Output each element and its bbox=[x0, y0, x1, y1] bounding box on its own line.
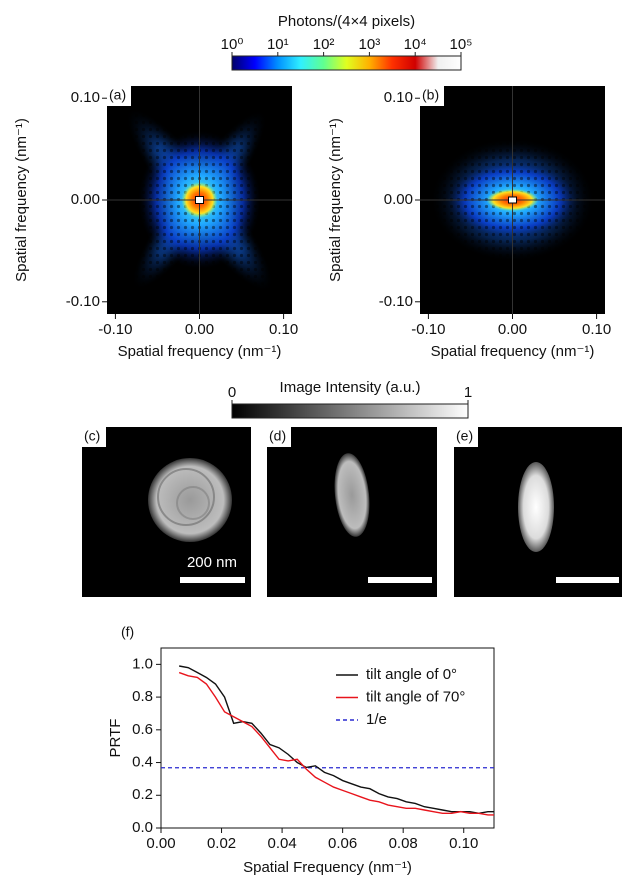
legend-label: 1/e bbox=[366, 711, 387, 728]
colorbar-tick-label: 10² bbox=[313, 36, 335, 53]
y-tick-label: -0.10 bbox=[66, 293, 100, 310]
series-line bbox=[179, 665, 494, 814]
y-tick-label: 0.10 bbox=[384, 89, 413, 106]
x-tick-label: 0.00 bbox=[185, 321, 214, 338]
colorbar-tick-label: 10⁰ bbox=[221, 36, 244, 53]
series-line bbox=[178, 671, 494, 816]
diffraction-image-b bbox=[420, 86, 605, 314]
y-tick-label: 0.8 bbox=[132, 688, 153, 705]
y-axis-label: Spatial frequency (nm⁻¹) bbox=[327, 118, 344, 282]
x-tick-label: 0.02 bbox=[207, 835, 236, 852]
y-axis-label: Spatial frequency (nm⁻¹) bbox=[13, 118, 30, 282]
plot-frame bbox=[160, 647, 495, 829]
y-tick-label: 0.6 bbox=[132, 721, 153, 738]
x-tick-label: 0.00 bbox=[498, 321, 527, 338]
panel-label-box bbox=[267, 427, 291, 447]
colorbar-tick-label: 10⁴ bbox=[404, 36, 427, 53]
x-tick-label: 0.08 bbox=[389, 835, 418, 852]
colorbar-tick-label: 10⁵ bbox=[450, 36, 473, 53]
y-axis-label: PRTF bbox=[107, 719, 124, 758]
y-tick-label: 0.0 bbox=[132, 819, 153, 836]
legend-label: tilt angle of 0° bbox=[366, 666, 457, 683]
panel-label-box bbox=[420, 86, 444, 106]
y-tick-label: 0.00 bbox=[71, 191, 100, 208]
colorbar-tick-label: 0 bbox=[228, 384, 236, 401]
y-tick-label: 0.10 bbox=[71, 89, 100, 106]
x-tick-label: 0.10 bbox=[449, 835, 478, 852]
x-tick-label: 0.10 bbox=[582, 321, 611, 338]
y-tick-label: 1.0 bbox=[132, 655, 153, 672]
panel-label: (c) bbox=[84, 428, 100, 444]
y-tick-label: 0.00 bbox=[384, 191, 413, 208]
panel-label-box bbox=[107, 86, 131, 106]
reconstruction-e bbox=[454, 427, 622, 597]
x-tick-label: -0.10 bbox=[411, 321, 445, 338]
colorbar-tick-label: 10¹ bbox=[267, 36, 289, 53]
x-tick-label: 0.10 bbox=[269, 321, 298, 338]
scale-bar-label: 200 nm bbox=[187, 554, 237, 571]
reconstruction-c bbox=[82, 427, 251, 597]
panel-label-box bbox=[454, 427, 478, 447]
x-tick-label: 0.00 bbox=[146, 835, 175, 852]
panel-label: (a) bbox=[109, 87, 126, 103]
y-tick-label: 0.2 bbox=[132, 786, 153, 803]
x-tick-label: -0.10 bbox=[98, 321, 132, 338]
x-axis-label: Spatial Frequency (nm⁻¹) bbox=[243, 859, 412, 876]
panel-label: (b) bbox=[422, 87, 439, 103]
y-tick-label: -0.10 bbox=[379, 293, 413, 310]
panel-label: (d) bbox=[269, 428, 286, 444]
x-tick-label: 0.06 bbox=[328, 835, 357, 852]
x-tick-label: 0.04 bbox=[267, 835, 296, 852]
diffraction-image-a bbox=[107, 86, 292, 314]
y-tick-label: 0.4 bbox=[132, 754, 153, 771]
colorbar-title: Image Intensity (a.u.) bbox=[280, 379, 421, 396]
colorbar bbox=[231, 55, 462, 71]
colorbar-tick-label: 10³ bbox=[359, 36, 381, 53]
panel-label: (e) bbox=[456, 428, 473, 444]
colorbar-tick-label: 1 bbox=[464, 384, 472, 401]
legend-label: tilt angle of 70° bbox=[366, 688, 465, 705]
x-axis-label: Spatial frequency (nm⁻¹) bbox=[431, 343, 595, 360]
panel-label-box bbox=[82, 427, 106, 447]
colorbar bbox=[231, 403, 469, 419]
colorbar-title: Photons/(4×4 pixels) bbox=[278, 13, 415, 30]
reconstruction-d bbox=[267, 427, 437, 597]
panel-label: (f) bbox=[121, 624, 134, 640]
x-axis-label: Spatial frequency (nm⁻¹) bbox=[118, 343, 282, 360]
